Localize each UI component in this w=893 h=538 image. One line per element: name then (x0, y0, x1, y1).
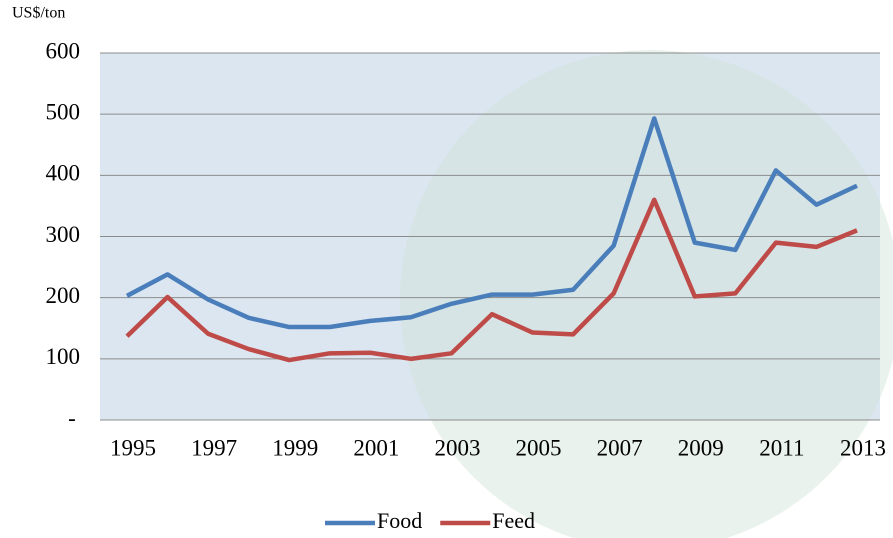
y-tick-label: 200 (46, 283, 81, 308)
legend-label: Food (377, 508, 422, 533)
x-tick-label: 1999 (272, 435, 318, 460)
x-tick-label: 2003 (434, 435, 480, 460)
x-tick-label: 2009 (678, 435, 724, 460)
legend-label: Feed (492, 508, 535, 533)
x-tick-label: 2005 (516, 435, 562, 460)
y-tick-label: 600 (46, 38, 81, 63)
x-tick-label: 2013 (840, 435, 886, 460)
x-tick-label: 2011 (759, 435, 804, 460)
line-series (125, 197, 858, 363)
x-tick-label: 2007 (597, 435, 643, 460)
y-tick-label: 400 (46, 161, 81, 186)
y-tick-label: 100 (46, 344, 81, 369)
background-decoration (400, 50, 893, 538)
x-tick-label: 2001 (353, 435, 399, 460)
y-tick-label: 500 (46, 99, 81, 124)
y-tick-label: 300 (46, 222, 81, 247)
line-series (125, 116, 858, 330)
x-tick-label: 1995 (110, 435, 156, 460)
x-tick-label: 1997 (191, 435, 237, 460)
y-tick-label: - (68, 405, 76, 430)
y-unit-label: US$/ton (12, 5, 65, 22)
